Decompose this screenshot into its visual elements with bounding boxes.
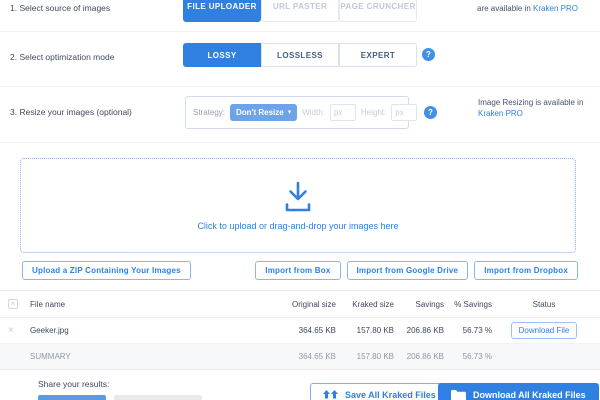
cell-savings: 206.86 KB	[406, 326, 444, 335]
summary-row: SUMMARY 364.65 KB 157.80 KB 206.86 KB 56…	[0, 344, 600, 370]
width-label: Width:	[302, 108, 325, 117]
table-header-row: × File name Original size Kraked size Sa…	[0, 290, 600, 318]
upload-dropzone[interactable]: Click to upload or drag-and-drop your im…	[20, 158, 576, 253]
cell-status: Download File	[500, 322, 588, 339]
row-check-cell: ×	[8, 324, 22, 336]
remove-row-icon[interactable]: ×	[8, 324, 14, 336]
table-row: × Geeker.jpg 364.65 KB 157.80 KB 206.86 …	[0, 318, 600, 344]
import-dropbox-button[interactable]: Import from Dropbox	[474, 261, 578, 280]
height-input[interactable]	[391, 104, 418, 121]
kraken-pro-link[interactable]: Kraken PRO	[478, 109, 523, 118]
pro-note: are available in Kraken PRO	[477, 3, 578, 14]
share-results-label: Share your results:	[38, 379, 110, 389]
resize-controls: Strategy: Don't Resize▾ Width: Height:	[185, 96, 418, 129]
save-all-button[interactable]: Save All Kraked Files	[310, 383, 449, 400]
caret-down-icon: ▾	[287, 108, 292, 116]
remove-all-icon[interactable]: ×	[8, 299, 18, 309]
summary-original-size: 364.65 KB	[298, 352, 336, 361]
tab-file-uploader[interactable]: FILE UPLOADER	[183, 0, 261, 22]
divider	[0, 86, 600, 87]
kraken-pro-link[interactable]: Kraken PRO	[533, 4, 578, 13]
resize-pro-note: Image Resizing is available in Kraken PRO	[478, 97, 588, 119]
mode-lossless-button[interactable]: LOSSLESS	[261, 43, 339, 67]
summary-percent-savings: 56.73 %	[462, 352, 492, 361]
height-label: Height:	[360, 108, 387, 117]
mode-expert-button[interactable]: EXPERT	[339, 43, 417, 67]
upload-zip-button[interactable]: Upload a ZIP Containing Your Images	[22, 261, 191, 280]
strategy-label: Strategy:	[193, 108, 226, 117]
download-file-button[interactable]: Download File	[510, 322, 578, 339]
cell-kraked-size: 157.80 KB	[356, 326, 394, 335]
width-input[interactable]	[329, 104, 356, 121]
mode-lossy-button[interactable]: LOSSY	[183, 43, 261, 67]
step-mode-label: 2. Select optimization mode	[10, 52, 115, 62]
divider	[0, 31, 600, 32]
download-all-button[interactable]: Download All Kraked Files	[438, 383, 599, 400]
strategy-value: Don't Resize	[236, 108, 284, 117]
summary-label: SUMMARY	[30, 352, 71, 361]
save-arrows-icon	[323, 389, 338, 398]
header-check-cell: ×	[8, 299, 22, 309]
import-google-drive-button[interactable]: Import from Google Drive	[346, 261, 469, 280]
pro-note-text: are available in	[477, 4, 534, 13]
source-tab-group: FILE UPLOADER URL PASTER PAGE CRUNCHER	[183, 0, 417, 22]
step-resize-label: 3. Resize your images (optional)	[10, 107, 132, 117]
resize-help-icon[interactable]: ?	[424, 106, 437, 119]
share-widget[interactable]	[38, 395, 106, 400]
resize-pro-note-text: Image Resizing is available in	[478, 98, 584, 107]
dropzone-text: Click to upload or drag-and-drop your im…	[197, 221, 399, 231]
save-all-label: Save All Kraked Files	[345, 390, 436, 400]
header-savings: Savings	[415, 299, 444, 309]
actions-row: Upload a ZIP Containing Your Images Impo…	[22, 261, 578, 280]
folder-icon	[451, 389, 466, 400]
tab-page-cruncher[interactable]: PAGE CRUNCHER	[339, 0, 417, 22]
upload-arrow-icon	[285, 181, 311, 212]
summary-savings: 206.86 KB	[406, 352, 444, 361]
step-source-label: 1. Select source of images	[10, 3, 111, 13]
header-original-size: Original size	[291, 299, 336, 309]
header-status: Status	[532, 299, 556, 309]
import-button-group: Import from Box Import from Google Drive…	[255, 261, 578, 280]
header-percent-savings: % Savings	[454, 299, 492, 309]
share-widget[interactable]	[114, 395, 202, 400]
tab-url-paster[interactable]: URL PASTER	[261, 0, 339, 22]
cell-original-size: 364.65 KB	[298, 326, 336, 335]
cell-file-name: Geeker.jpg	[30, 326, 69, 335]
results-table: × File name Original size Kraked size Sa…	[0, 290, 600, 370]
summary-kraked-size: 157.80 KB	[356, 352, 394, 361]
import-box-button[interactable]: Import from Box	[255, 261, 341, 280]
mode-button-group: LOSSY LOSSLESS EXPERT	[183, 43, 417, 67]
divider	[0, 142, 600, 143]
header-file-name: File name	[30, 299, 66, 309]
download-all-label: Download All Kraked Files	[473, 390, 586, 400]
mode-help-icon[interactable]: ?	[422, 48, 435, 61]
header-kraked-size: Kraked size	[352, 299, 394, 309]
cell-percent-savings: 56.73 %	[462, 326, 492, 335]
strategy-dropdown[interactable]: Don't Resize ▾	[230, 104, 298, 121]
